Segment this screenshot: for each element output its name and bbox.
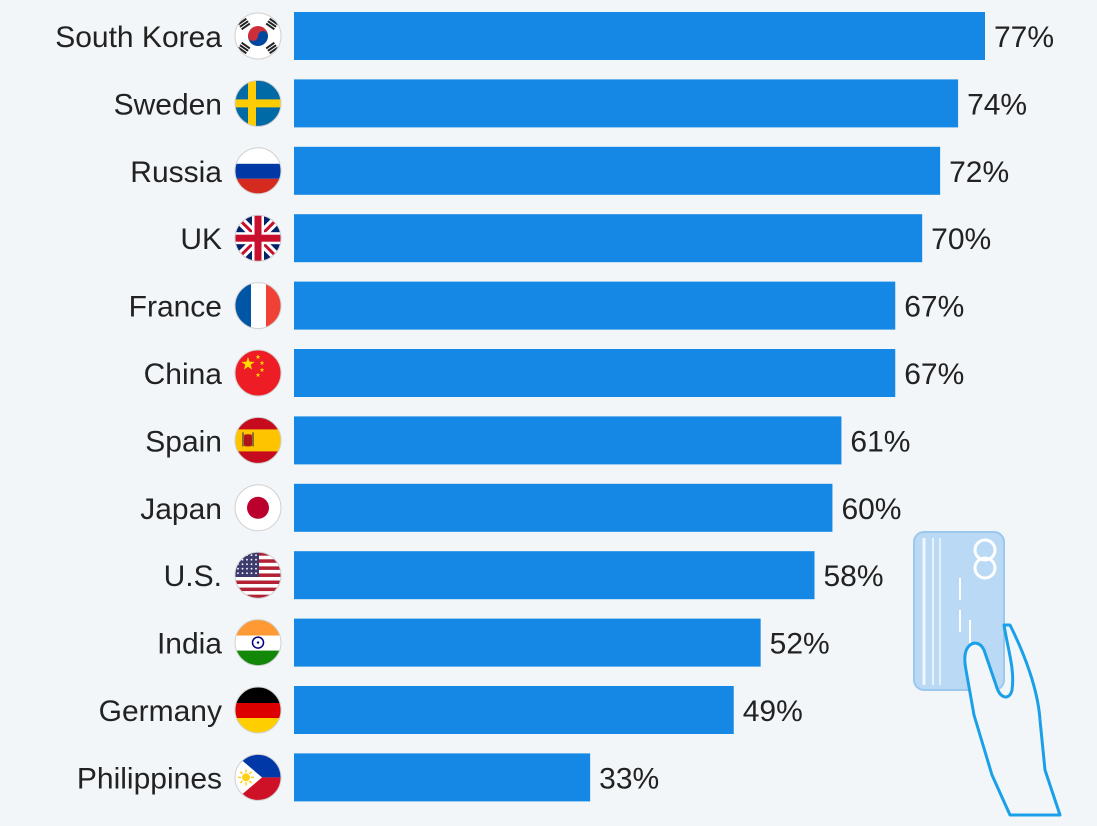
- category-label-south-korea: South Korea: [55, 21, 222, 54]
- bar-sweden: [294, 79, 959, 128]
- hand-holding-credit-card-icon: [913, 531, 1062, 817]
- bar-south-korea: [294, 12, 985, 60]
- value-label-sweden: 74%: [967, 88, 1027, 121]
- category-label-germany: Germany: [99, 695, 222, 728]
- category-label-spain: Spain: [145, 425, 222, 458]
- category-label-sweden: Sweden: [114, 88, 222, 121]
- category-label-u-s: U.S.: [164, 560, 222, 593]
- value-label-spain: 61%: [850, 425, 910, 458]
- value-label-japan: 60%: [841, 493, 901, 526]
- france-flag-icon: [234, 282, 282, 330]
- category-label-india: India: [157, 628, 222, 661]
- category-label-france: France: [129, 291, 222, 324]
- bar-china: [294, 349, 896, 397]
- value-label-uk: 70%: [931, 223, 991, 256]
- bar-philippines: [294, 753, 591, 802]
- india-flag-icon: [234, 619, 282, 667]
- category-label-china: China: [144, 358, 223, 391]
- value-label-germany: 49%: [743, 695, 803, 728]
- category-label-philippines: Philippines: [77, 762, 222, 795]
- category-label-uk: UK: [180, 223, 222, 256]
- bar-u-s: [294, 551, 815, 600]
- us-flag-icon: [234, 551, 282, 599]
- bar-spain: [294, 416, 842, 465]
- value-label-philippines: 33%: [599, 762, 659, 795]
- bar-germany: [294, 686, 734, 734]
- value-label-india: 52%: [770, 628, 830, 661]
- category-label-japan: Japan: [140, 493, 222, 526]
- bar-france: [294, 281, 896, 330]
- spain-flag-icon: [234, 416, 282, 464]
- bar-russia: [294, 146, 941, 195]
- japan-flag-icon: [234, 484, 282, 532]
- bar-uk: [294, 214, 923, 263]
- category-label-russia: Russia: [130, 156, 222, 189]
- philippines-flag-icon: [234, 753, 282, 801]
- value-label-france: 67%: [904, 291, 964, 324]
- bar-japan: [294, 483, 833, 532]
- value-label-russia: 72%: [949, 156, 1009, 189]
- russia-flag-icon: [234, 147, 282, 195]
- china-flag-icon: [234, 349, 282, 397]
- uk-flag-icon: [234, 214, 282, 262]
- sweden-flag-icon: [234, 79, 282, 127]
- value-label-south-korea: 77%: [994, 21, 1054, 54]
- bar-india: [294, 618, 761, 667]
- germany-flag-icon: [234, 686, 282, 734]
- south-korea-flag-icon: [234, 12, 282, 60]
- value-label-china: 67%: [904, 358, 964, 391]
- value-label-u-s: 58%: [823, 560, 883, 593]
